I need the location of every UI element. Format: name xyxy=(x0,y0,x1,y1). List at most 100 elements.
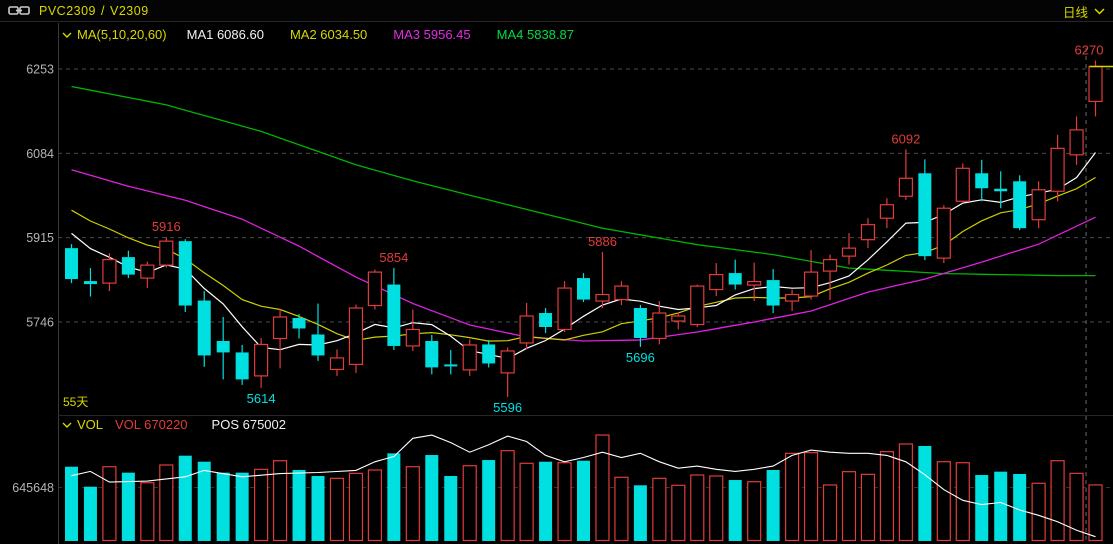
candle-body-up xyxy=(462,344,477,371)
ma-legend: MA(5,10,20,60) MA1 6086.60 MA2 6034.50 MA3 … xyxy=(62,27,574,42)
candle-body-up xyxy=(822,259,838,272)
price-annotations: 5916 5854 5886 6092 6270 5614 5596 5696 xyxy=(152,43,1104,415)
vol-indicator-label: VOL xyxy=(77,417,104,432)
candle-body-down xyxy=(83,281,97,285)
volume-bar-up xyxy=(860,473,876,542)
candle-body-down xyxy=(633,308,647,338)
volume-bar-down xyxy=(539,461,553,541)
candle-body-down xyxy=(918,173,932,257)
volume-bar-down xyxy=(766,469,780,541)
price-annotation-low: 5596 xyxy=(493,400,522,415)
volume-bar-down xyxy=(197,461,211,541)
candle-body-up xyxy=(955,167,970,202)
period-selector[interactable]: 日线 xyxy=(1063,0,1105,22)
volume-bar-up xyxy=(500,450,515,542)
volume-bar-down xyxy=(918,445,932,541)
link-icon[interactable] xyxy=(8,5,30,16)
volume-bar-up xyxy=(595,434,610,542)
ma4-line xyxy=(71,85,1096,277)
volume-bar-down xyxy=(975,475,989,541)
volume-bar-up xyxy=(1088,484,1103,542)
volume-bar-down xyxy=(387,453,401,541)
candle-body-up xyxy=(595,293,610,302)
candle-body-up xyxy=(272,316,288,340)
volume-bar-down xyxy=(292,469,306,541)
volume-bar-down xyxy=(482,460,496,541)
pos-current-value: POS 675002 xyxy=(211,417,286,432)
price-annotation-high: 6092 xyxy=(891,131,920,146)
volume-bar-up xyxy=(898,443,913,542)
candle-body-up xyxy=(367,271,382,307)
volume-bar-down xyxy=(994,471,1008,541)
price-axis-label: 5746 xyxy=(26,316,54,330)
symbol-title[interactable]: PVC2309 / V2309 xyxy=(39,4,149,18)
period-label: 日线 xyxy=(1062,5,1088,20)
candle-body-down xyxy=(975,173,989,189)
candle-body-up xyxy=(803,271,819,297)
volume-bar-up xyxy=(159,464,174,542)
ma2-value: MA2 6034.50 xyxy=(289,27,368,42)
candle-body-up xyxy=(709,273,724,291)
candle-body-down xyxy=(216,340,230,353)
ma3-value: MA3 5956.45 xyxy=(393,27,471,42)
candle-body-up xyxy=(500,350,515,374)
volume-bar-down xyxy=(83,486,97,541)
candle-body-up xyxy=(784,293,800,302)
candle-body-down xyxy=(728,273,742,285)
volume-bar-up xyxy=(329,477,345,542)
title-bar: PVC2309 / V2309 日线 xyxy=(0,0,1113,22)
candle-body-down xyxy=(197,300,211,356)
candle-body-up xyxy=(329,357,345,371)
candle-body-down xyxy=(539,313,553,327)
candle-body-up xyxy=(348,307,364,366)
candle-body-up xyxy=(519,315,534,344)
volume-bar-down xyxy=(633,485,647,541)
candle-body-up xyxy=(898,177,913,197)
volume-bar-up xyxy=(405,466,420,542)
ma4-value: MA4 5838.87 xyxy=(496,27,574,42)
candle-body-up xyxy=(405,328,420,347)
volume-bar-up xyxy=(254,468,269,542)
volume-bar-down xyxy=(216,472,230,541)
ma1-value: MA1 6086.60 xyxy=(186,27,264,42)
candle-body-down xyxy=(178,241,192,306)
vol-collapse-chevron-icon[interactable] xyxy=(62,422,72,428)
price-annotation-high: 6270 xyxy=(1075,43,1104,58)
collapse-chevron-icon[interactable] xyxy=(62,32,72,38)
volume-bar-up xyxy=(462,465,477,542)
candle-body-up xyxy=(102,259,117,284)
volume-bar-up xyxy=(841,471,857,542)
candle-body-up xyxy=(879,204,895,219)
symbol-secondary: V2309 xyxy=(110,3,149,18)
volume-bar-up xyxy=(557,462,572,542)
pane-dividers xyxy=(58,23,1113,544)
candle-body-up xyxy=(140,264,155,279)
candle-body-down xyxy=(64,248,78,280)
price-axis-label: 5915 xyxy=(26,231,54,245)
volume-axis-label: 645648 xyxy=(12,481,54,495)
volume-bar-up xyxy=(140,482,155,542)
volume-bar-up xyxy=(1069,472,1084,542)
candle-body-down xyxy=(994,188,1008,192)
volume-bar-down xyxy=(235,472,249,541)
candle-body-down xyxy=(425,340,439,368)
volume-bar-down xyxy=(728,480,742,541)
volume-bar-up xyxy=(747,481,762,542)
candle-body-down xyxy=(121,257,135,275)
candle-body-up xyxy=(614,285,629,301)
candle-body-up xyxy=(747,280,762,286)
volume-bar-up xyxy=(671,484,686,542)
volume-bar-up xyxy=(1031,482,1046,542)
volume-bar-up xyxy=(709,475,724,542)
candle-body-down xyxy=(292,318,306,329)
volume-bar-down xyxy=(444,476,458,541)
price-annotation-high: 5854 xyxy=(379,250,408,265)
volume-bar-up xyxy=(690,474,705,542)
volume-bar-up xyxy=(102,466,117,542)
candle-body-down xyxy=(766,280,780,306)
symbol-separator: / xyxy=(101,3,105,18)
candle-body-down xyxy=(482,344,496,364)
